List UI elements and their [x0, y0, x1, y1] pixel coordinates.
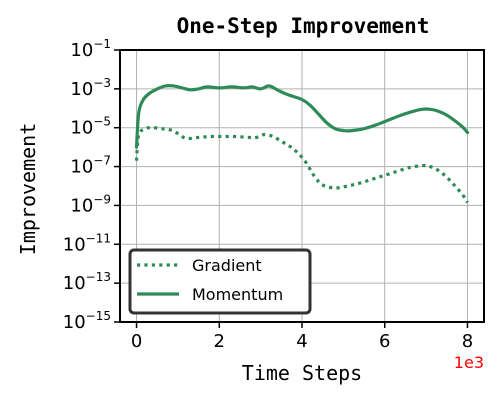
y-tick-label: 10−5: [70, 115, 111, 139]
y-tick-label: 10−1: [70, 37, 111, 61]
chart-title: One-Step Improvement: [177, 14, 430, 38]
x-offset-label: 1e3: [454, 353, 484, 372]
x-axis-label: Time Steps: [242, 361, 362, 385]
y-axis-label: Improvement: [16, 123, 40, 255]
y-tick-label: 10−7: [70, 154, 111, 178]
series-line-gradient: [134, 126, 469, 204]
legend-label-gradient: Gradient: [192, 256, 262, 275]
x-tick-label: 8: [462, 331, 473, 352]
y-tick-label: 10−9: [70, 192, 111, 216]
legend: Gradient Momentum: [128, 248, 312, 315]
x-tick-label: 2: [214, 331, 225, 352]
y-tick-label: 10−13: [63, 270, 111, 294]
x-tick-label: 6: [379, 331, 390, 352]
ticks: 0 2 4 6 8 10−15 10−13 10−11 10−9 10−7 10−5 10−3 10−1: [63, 37, 473, 352]
y-tick-label: 10−11: [63, 231, 111, 255]
series-layer: [134, 84, 470, 204]
y-tick-label: 10−3: [70, 76, 111, 100]
series-line-momentum: [134, 84, 470, 149]
y-tick-label: 10−15: [63, 309, 111, 333]
legend-label-momentum: Momentum: [192, 285, 283, 304]
x-tick-label: 0: [131, 331, 142, 352]
x-tick-label: 4: [296, 331, 307, 352]
